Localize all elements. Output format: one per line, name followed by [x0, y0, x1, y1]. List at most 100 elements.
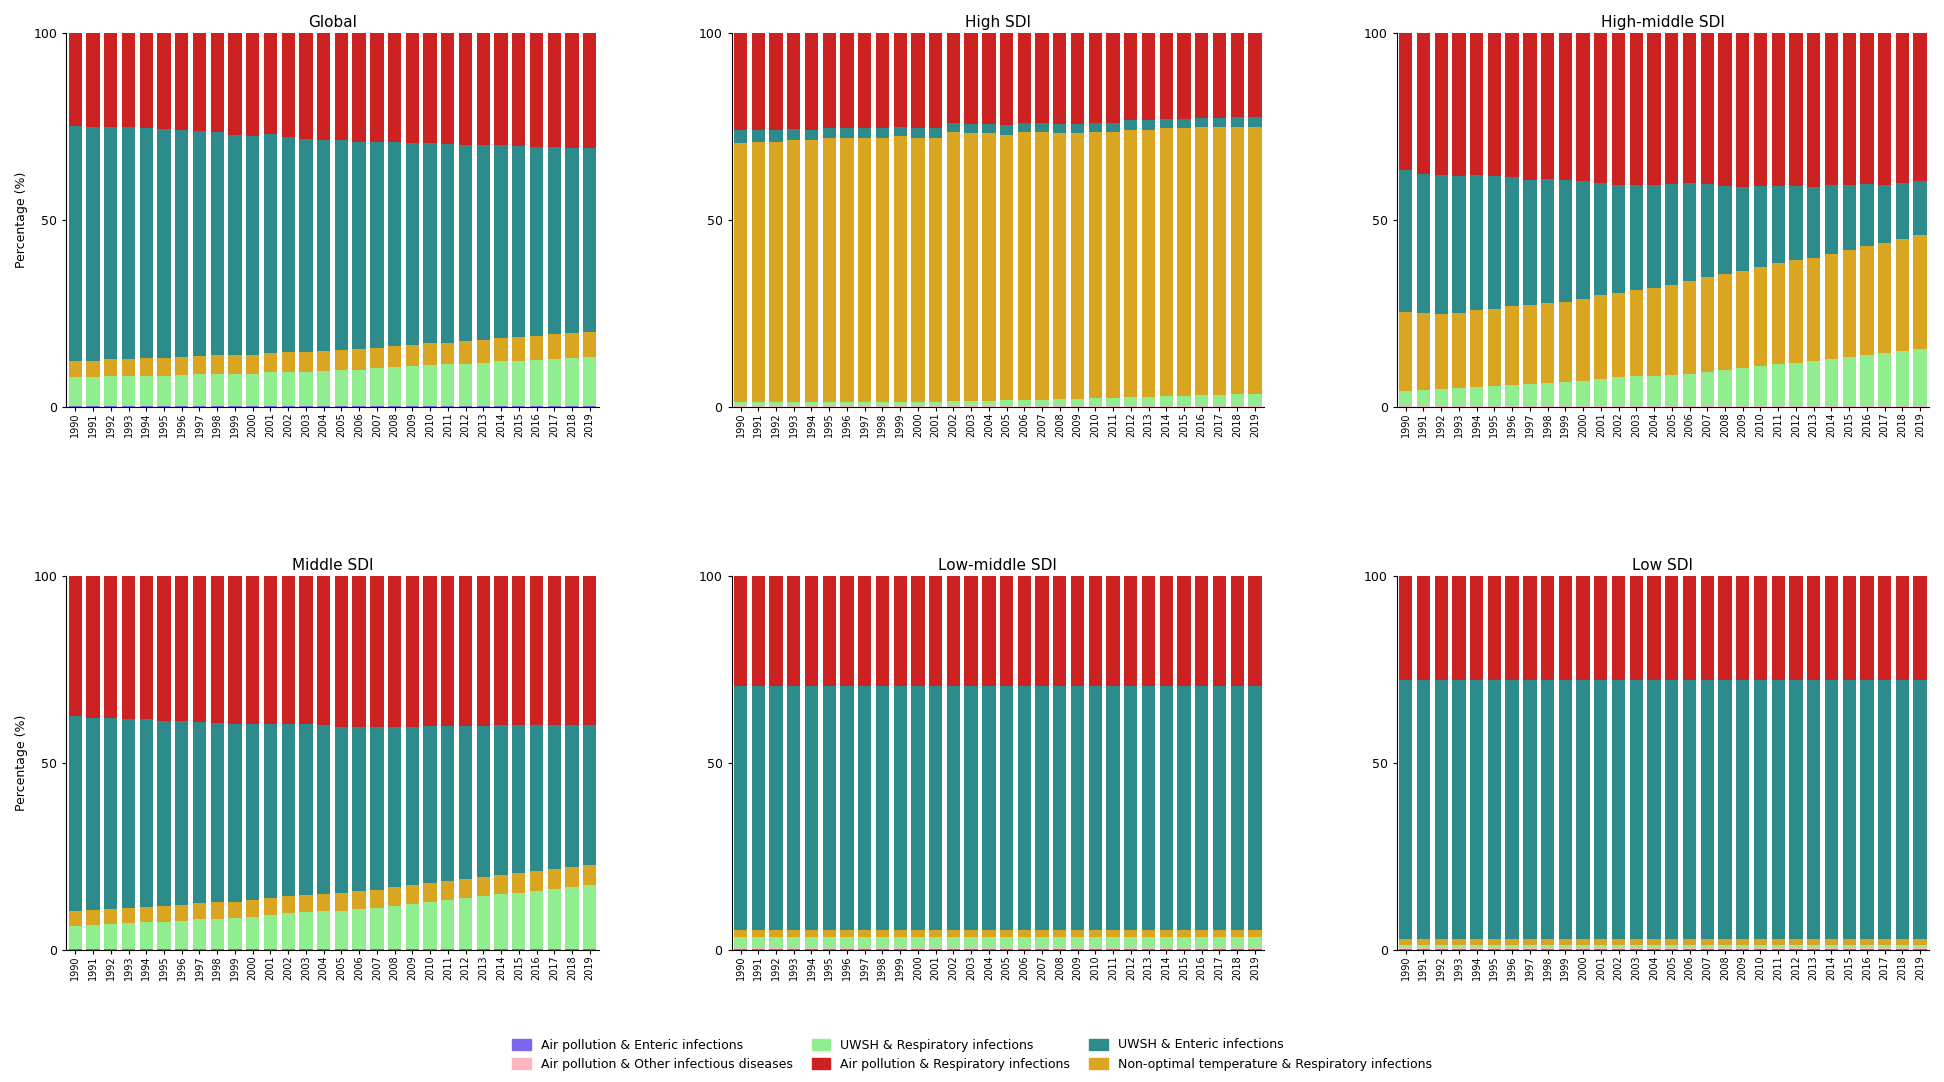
- Bar: [1913, 945, 1927, 948]
- Bar: [964, 929, 978, 937]
- Bar: [1808, 681, 1820, 939]
- Bar: [1141, 32, 1155, 120]
- Bar: [1019, 32, 1030, 122]
- Bar: [1878, 681, 1892, 939]
- Bar: [476, 878, 490, 896]
- Bar: [1701, 32, 1715, 184]
- Bar: [1718, 576, 1732, 681]
- Bar: [964, 937, 978, 948]
- Bar: [1542, 948, 1555, 949]
- Bar: [1019, 948, 1030, 949]
- Bar: [1054, 686, 1067, 929]
- Bar: [1196, 406, 1209, 407]
- Bar: [1666, 406, 1678, 407]
- Bar: [175, 905, 189, 921]
- Bar: [1470, 945, 1483, 948]
- Bar: [210, 355, 224, 373]
- Bar: [1753, 948, 1767, 949]
- Bar: [1577, 681, 1590, 939]
- Bar: [1612, 293, 1625, 378]
- Bar: [140, 358, 154, 375]
- Bar: [1089, 686, 1102, 929]
- Bar: [1542, 383, 1555, 406]
- Bar: [1196, 118, 1209, 128]
- Bar: [192, 131, 206, 356]
- Bar: [389, 727, 400, 887]
- Bar: [1753, 32, 1767, 186]
- Bar: [1666, 939, 1678, 945]
- Bar: [511, 873, 525, 893]
- Bar: [1141, 937, 1155, 948]
- Bar: [1878, 945, 1892, 948]
- Bar: [175, 374, 189, 406]
- Bar: [511, 576, 525, 726]
- Bar: [770, 130, 783, 142]
- Bar: [1141, 929, 1155, 937]
- Bar: [476, 340, 490, 362]
- Bar: [1753, 366, 1767, 406]
- Bar: [1736, 939, 1750, 945]
- Bar: [1878, 948, 1892, 949]
- Bar: [1400, 948, 1413, 949]
- Bar: [982, 124, 995, 133]
- Bar: [317, 32, 330, 140]
- Bar: [1417, 32, 1431, 174]
- Bar: [1684, 281, 1697, 373]
- Bar: [770, 937, 783, 948]
- Bar: [1753, 576, 1767, 681]
- Bar: [1594, 576, 1608, 681]
- Bar: [1736, 681, 1750, 939]
- Bar: [1159, 396, 1172, 406]
- Bar: [424, 902, 437, 949]
- Bar: [140, 907, 154, 923]
- Bar: [1178, 686, 1190, 929]
- Bar: [1825, 406, 1839, 407]
- Bar: [192, 32, 206, 131]
- Bar: [1435, 388, 1448, 406]
- Bar: [1559, 302, 1573, 382]
- Bar: [1178, 119, 1190, 129]
- Bar: [1913, 181, 1927, 235]
- Bar: [68, 716, 82, 911]
- Bar: [476, 32, 490, 145]
- Bar: [1878, 32, 1892, 185]
- Legend: Air pollution & Enteric infections, Air pollution & Other infectious diseases, U: Air pollution & Enteric infections, Air …: [507, 1033, 1437, 1076]
- Bar: [548, 32, 562, 147]
- Bar: [1196, 32, 1209, 118]
- Bar: [1435, 406, 1448, 407]
- Bar: [947, 406, 960, 407]
- Bar: [157, 906, 171, 922]
- Bar: [424, 32, 437, 143]
- Bar: [770, 401, 783, 406]
- Bar: [1860, 406, 1874, 407]
- Bar: [1231, 117, 1244, 127]
- Bar: [1435, 576, 1448, 681]
- Bar: [894, 686, 906, 929]
- Bar: [1213, 929, 1227, 937]
- Bar: [282, 137, 295, 353]
- Bar: [441, 882, 455, 900]
- Bar: [1505, 385, 1518, 406]
- Bar: [1825, 32, 1839, 185]
- Bar: [999, 135, 1013, 400]
- Bar: [227, 724, 241, 901]
- Bar: [1684, 939, 1697, 945]
- Bar: [548, 725, 562, 869]
- Bar: [389, 576, 400, 727]
- Bar: [1019, 686, 1030, 929]
- Bar: [459, 879, 472, 898]
- Bar: [511, 726, 525, 873]
- Bar: [840, 406, 853, 407]
- Bar: [282, 913, 295, 949]
- Bar: [1684, 948, 1697, 949]
- Bar: [999, 686, 1013, 929]
- Bar: [1577, 576, 1590, 681]
- Bar: [1019, 400, 1030, 406]
- Bar: [68, 360, 82, 378]
- Bar: [299, 32, 313, 138]
- Bar: [548, 888, 562, 949]
- Bar: [1213, 948, 1227, 949]
- Bar: [317, 726, 330, 894]
- Bar: [857, 948, 871, 949]
- Bar: [1718, 370, 1732, 406]
